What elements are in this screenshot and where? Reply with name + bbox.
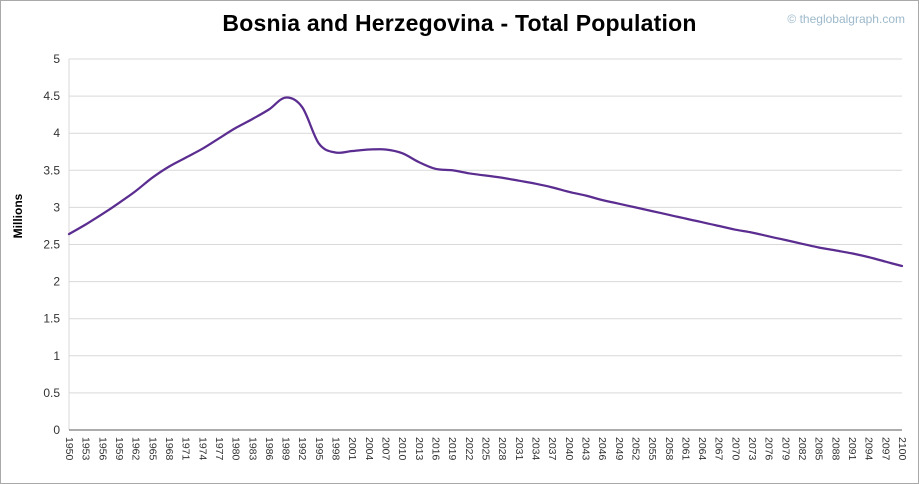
x-tick-label: 1983 (246, 437, 258, 461)
x-tick-label: 2079 (779, 437, 791, 461)
x-tick-label: 2028 (496, 437, 508, 461)
x-tick-label: 2073 (746, 437, 758, 461)
x-tick-label: 1950 (63, 437, 75, 461)
x-tick-label: 2046 (596, 437, 608, 461)
x-tick-label: 2022 (463, 437, 475, 461)
y-tick-label: 5 (53, 52, 60, 66)
x-tick-label: 1992 (296, 437, 308, 461)
x-tick-label: 1998 (330, 437, 342, 461)
x-tick-label: 2013 (413, 437, 425, 461)
x-tick-label: 2094 (863, 437, 875, 461)
x-tick-label: 1965 (146, 437, 158, 461)
x-tick-label: 1962 (130, 437, 142, 461)
y-tick-label: 0 (53, 423, 60, 437)
x-tick-label: 2040 (563, 437, 575, 461)
chart-title: Bosnia and Herzegovina - Total Populatio… (222, 10, 697, 36)
x-tick-label: 1968 (163, 437, 175, 461)
x-tick-label: 2049 (613, 437, 625, 461)
y-tick-label: 3 (53, 200, 60, 214)
x-tick-label: 2067 (713, 437, 725, 461)
x-tick-label: 2061 (679, 437, 691, 461)
x-tick-label: 2004 (363, 437, 375, 461)
x-tick-label: 1953 (80, 437, 92, 461)
x-tick-label: 2097 (879, 437, 891, 461)
y-tick-label: 2 (53, 275, 60, 289)
x-tick-label: 2019 (446, 437, 458, 461)
watermark: © theglobalgraph.com (787, 12, 905, 26)
x-tick-label: 2016 (430, 437, 442, 461)
x-tick-label: 2091 (846, 437, 858, 461)
x-tick-label: 2001 (346, 437, 358, 461)
x-tick-label: 2088 (829, 437, 841, 461)
x-tick-label: 1989 (280, 437, 292, 461)
y-tick-label: 4 (53, 126, 60, 140)
x-tick-label: 2085 (813, 437, 825, 461)
x-tick-label: 1977 (213, 437, 225, 461)
y-tick-label: 1.5 (43, 312, 60, 326)
x-tick-label: 2007 (380, 437, 392, 461)
x-tick-label: 2031 (513, 437, 525, 461)
x-tick-label: 1974 (196, 437, 208, 461)
x-tick-label: 2055 (646, 437, 658, 461)
x-tick-label: 2064 (696, 437, 708, 461)
y-tick-label: 2.5 (43, 238, 60, 252)
x-tick-label: 1980 (230, 437, 242, 461)
x-tick-label: 2034 (529, 437, 541, 461)
y-tick-label: 0.5 (43, 386, 60, 400)
x-tick-label: 1956 (96, 437, 108, 461)
x-tick-label: 2037 (546, 437, 558, 461)
x-tick-label: 1986 (263, 437, 275, 461)
x-tick-label: 2043 (579, 437, 591, 461)
x-tick-label: 2100 (896, 437, 908, 461)
x-tick-label: 2070 (729, 437, 741, 461)
x-tick-label: 2052 (629, 437, 641, 461)
x-tick-label: 2025 (480, 437, 492, 461)
x-tick-label: 1995 (313, 437, 325, 461)
y-tick-label: 4.5 (43, 89, 60, 103)
x-tick-label: 2082 (796, 437, 808, 461)
x-tick-label: 2010 (396, 437, 408, 461)
population-line (67, 96, 904, 268)
y-tick-label: 3.5 (43, 163, 60, 177)
x-tick-label: 2058 (663, 437, 675, 461)
x-tick-label: 1971 (180, 437, 192, 461)
x-tick-label: 2076 (763, 437, 775, 461)
x-tick-label: 1959 (113, 437, 125, 461)
y-tick-label: 1 (53, 349, 60, 363)
